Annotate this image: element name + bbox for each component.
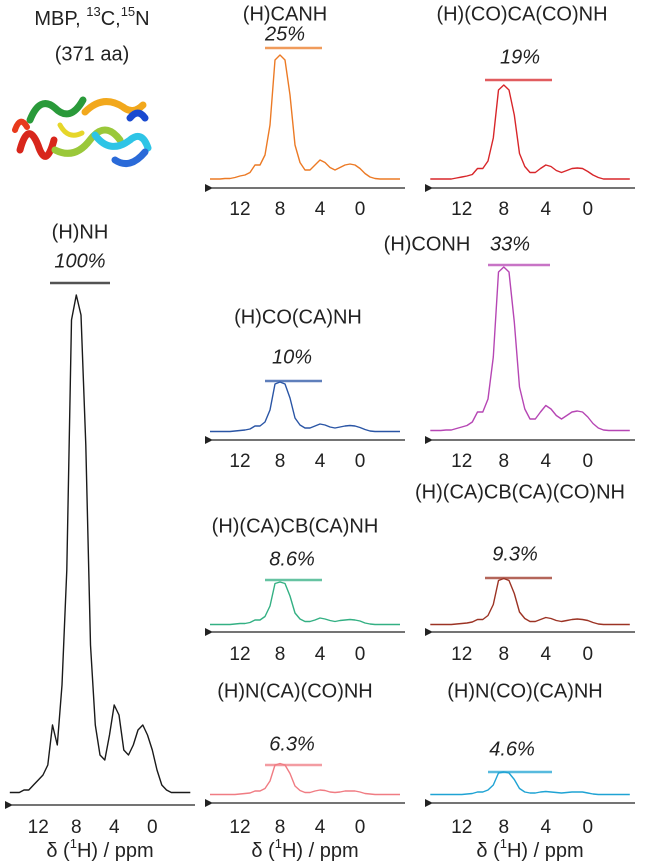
x-tick-label: 12 — [451, 817, 472, 838]
percentage: 10% — [272, 346, 312, 368]
x-axis-label-part: δ ( — [476, 840, 500, 862]
x-axis-label-part: δ ( — [251, 840, 275, 862]
x-tick-label: 12 — [451, 199, 472, 220]
panel-title: (H)CONH — [384, 233, 471, 255]
x-tick-label: 12 — [229, 451, 250, 472]
spectrum — [210, 54, 400, 180]
x-tick-label: 0 — [582, 817, 593, 838]
sample-text: C, — [101, 8, 121, 30]
spectrum — [210, 581, 400, 626]
x-tick-label: 0 — [582, 199, 593, 220]
x-tick-label: 0 — [355, 199, 366, 220]
protein-structure — [12, 96, 152, 168]
panel-title: (H)N(CO)(CA)NH — [447, 680, 603, 702]
isotope-mass: 15 — [121, 4, 135, 19]
x-tick-label: 0 — [582, 644, 593, 665]
x-tick-label: 4 — [315, 451, 326, 472]
spectrum — [210, 381, 400, 433]
x-axis-label-part: H) / ppm — [507, 840, 584, 862]
x-tick-label: 8 — [498, 817, 509, 838]
x-tick-label: 4 — [540, 451, 551, 472]
spectrum — [430, 84, 630, 180]
x-tick-label: 12 — [229, 644, 250, 665]
x-axis-label: δ (1H) / ppm — [251, 836, 358, 862]
panel-title: (H)CO(CA)NH — [234, 306, 362, 328]
panel-title: (H)N(CA)(CO)NH — [217, 680, 373, 702]
x-axis-label-part: 1 — [70, 836, 77, 851]
spectrum — [430, 771, 630, 796]
x-tick-label: 12 — [451, 644, 472, 665]
x-axis-label-part: 1 — [275, 836, 282, 851]
x-tick-label: 12 — [451, 451, 472, 472]
x-tick-label: 8 — [275, 644, 286, 665]
x-tick-label: 8 — [275, 451, 286, 472]
spectrum — [9, 294, 191, 794]
x-tick-label: 8 — [275, 199, 286, 220]
x-tick-label: 4 — [540, 199, 551, 220]
x-axis-label: δ (1H) / ppm — [46, 836, 153, 862]
x-tick-label: 0 — [147, 817, 158, 838]
panel-title: (H)CANH — [243, 3, 327, 25]
percentage: 8.6% — [269, 548, 315, 570]
percentage: 19% — [500, 46, 540, 68]
sample-size: (371 aa) — [55, 43, 130, 65]
panel-title: (H)NH — [52, 221, 109, 243]
spectrum — [430, 266, 630, 432]
percentage: 33% — [490, 233, 530, 255]
x-tick-label: 4 — [540, 644, 551, 665]
x-axis-label: δ (1H) / ppm — [476, 836, 583, 862]
x-tick-label: 12 — [28, 817, 49, 838]
sample-name: MBP, 13C,15N — [34, 4, 149, 30]
x-tick-label: 8 — [498, 644, 509, 665]
x-tick-label: 8 — [275, 817, 286, 838]
x-tick-label: 4 — [540, 817, 551, 838]
x-axis-label-part: H) / ppm — [77, 840, 154, 862]
x-tick-label: 0 — [582, 451, 593, 472]
sample-text: N — [135, 8, 149, 30]
x-tick-label: 8 — [498, 451, 509, 472]
percentage: 100% — [54, 250, 105, 272]
x-tick-label: 4 — [315, 199, 326, 220]
isotope-mass: 13 — [86, 4, 100, 19]
x-tick-label: 0 — [355, 644, 366, 665]
x-tick-label: 8 — [71, 817, 82, 838]
panel-title: (H)(CA)CB(CA)NH — [212, 515, 379, 537]
spectrum — [210, 762, 400, 796]
x-tick-label: 8 — [498, 199, 509, 220]
sample-text: MBP, — [34, 8, 86, 30]
x-tick-label: 4 — [315, 644, 326, 665]
percentage: 25% — [264, 23, 305, 45]
x-tick-label: 12 — [229, 817, 250, 838]
x-tick-label: 0 — [355, 451, 366, 472]
percentage: 4.6% — [489, 738, 535, 760]
percentage: 9.3% — [492, 543, 538, 565]
spectrum — [430, 577, 630, 626]
x-tick-label: 4 — [109, 817, 120, 838]
x-axis-label-part: 1 — [500, 836, 507, 851]
x-axis-label-part: H) / ppm — [282, 840, 359, 862]
x-tick-label: 12 — [229, 199, 250, 220]
x-tick-label: 4 — [315, 817, 326, 838]
x-tick-label: 0 — [355, 817, 366, 838]
panel-title: (H)(CA)CB(CA)(CO)NH — [415, 481, 625, 503]
panel-title: (H)(CO)CA(CO)NH — [436, 3, 607, 25]
percentage: 6.3% — [269, 733, 315, 755]
x-axis-label-part: δ ( — [46, 840, 70, 862]
